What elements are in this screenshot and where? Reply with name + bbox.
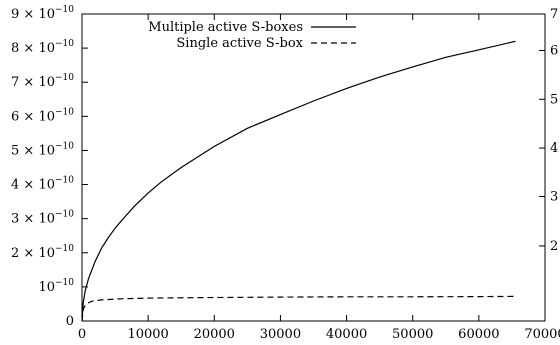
y2-tick-label: 6 <box>550 43 558 58</box>
y-tick-label: 8 × 10−10 <box>11 39 74 56</box>
x-tick-label: 40000 <box>326 327 367 342</box>
y-tick-label: 10−10 <box>38 278 74 295</box>
y-tick-label: 5 × 10−10 <box>11 141 74 158</box>
legend: Multiple active S-boxes Single active S-… <box>148 20 356 51</box>
legend-label-multiple: Multiple active S-boxes <box>148 20 303 35</box>
y-tick-label: 7 × 10−10 <box>11 73 74 90</box>
y-tick-label: 2 × 10−10 <box>11 244 74 261</box>
series-layer <box>81 40 516 322</box>
legend-label-single: Single active S-box <box>176 36 303 51</box>
series-line-single <box>81 295 516 322</box>
y2-tick-label: 4 <box>550 141 558 156</box>
x-tick-label: 50000 <box>392 327 433 342</box>
x-tick-label: 10000 <box>127 327 168 342</box>
y-tick-label: 3 × 10−10 <box>11 210 74 227</box>
x-tick-label: 0 <box>78 327 86 342</box>
x-tick-label: 30000 <box>260 327 301 342</box>
x-tick-label: 60000 <box>458 327 499 342</box>
series-line-multiple <box>81 40 516 322</box>
y-tick-label: 0 <box>66 314 74 329</box>
y2-tick-label: 3 <box>550 189 558 204</box>
y-tick-label: 4 × 10−10 <box>11 176 74 193</box>
y2-tick-label: 5 <box>550 92 558 107</box>
y-tick-label: 9 × 10−10 <box>11 5 74 22</box>
plot-frame <box>81 13 546 322</box>
y-tick-label: 6 × 10−10 <box>11 107 74 124</box>
x-tick-label: 20000 <box>194 327 235 342</box>
y2-tick-label: 7 <box>550 7 558 22</box>
y2-tick-label: 2 <box>550 239 558 254</box>
